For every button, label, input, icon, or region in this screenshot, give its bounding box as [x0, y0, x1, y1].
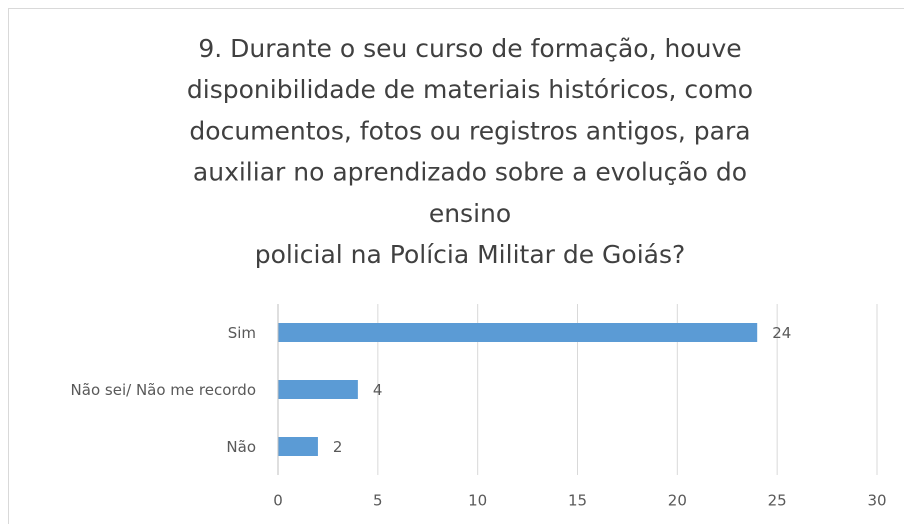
x-tick-label: 30 — [867, 492, 886, 510]
data-label: 4 — [373, 381, 383, 399]
bar — [278, 323, 758, 342]
chart-title: documentos, fotos ou registros antigos, … — [189, 116, 750, 145]
chart-title: 9. Durante o seu curso de formação, houv… — [198, 34, 741, 63]
data-label: 24 — [772, 324, 791, 342]
y-tick-label: Não — [226, 438, 256, 456]
chart-border — [8, 8, 904, 524]
y-tick-label: Sim — [228, 324, 256, 342]
x-tick-label: 5 — [373, 492, 383, 510]
y-tick-label: Não sei/ Não me recordo — [71, 381, 256, 399]
bar — [278, 380, 358, 399]
x-tick-label: 25 — [768, 492, 787, 510]
data-label: 2 — [333, 438, 343, 456]
bar — [278, 437, 318, 456]
chart-title: ensino — [429, 199, 511, 228]
chart-title: policial na Polícia Militar de Goiás? — [255, 240, 686, 269]
x-tick-label: 0 — [273, 492, 283, 510]
x-tick-label: 20 — [668, 492, 687, 510]
chart-title: disponibilidade de materiais históricos,… — [187, 75, 753, 104]
x-tick-label: 10 — [468, 492, 487, 510]
chart-title: auxiliar no aprendizado sobre a evolução… — [193, 158, 747, 187]
x-tick-label: 15 — [568, 492, 587, 510]
